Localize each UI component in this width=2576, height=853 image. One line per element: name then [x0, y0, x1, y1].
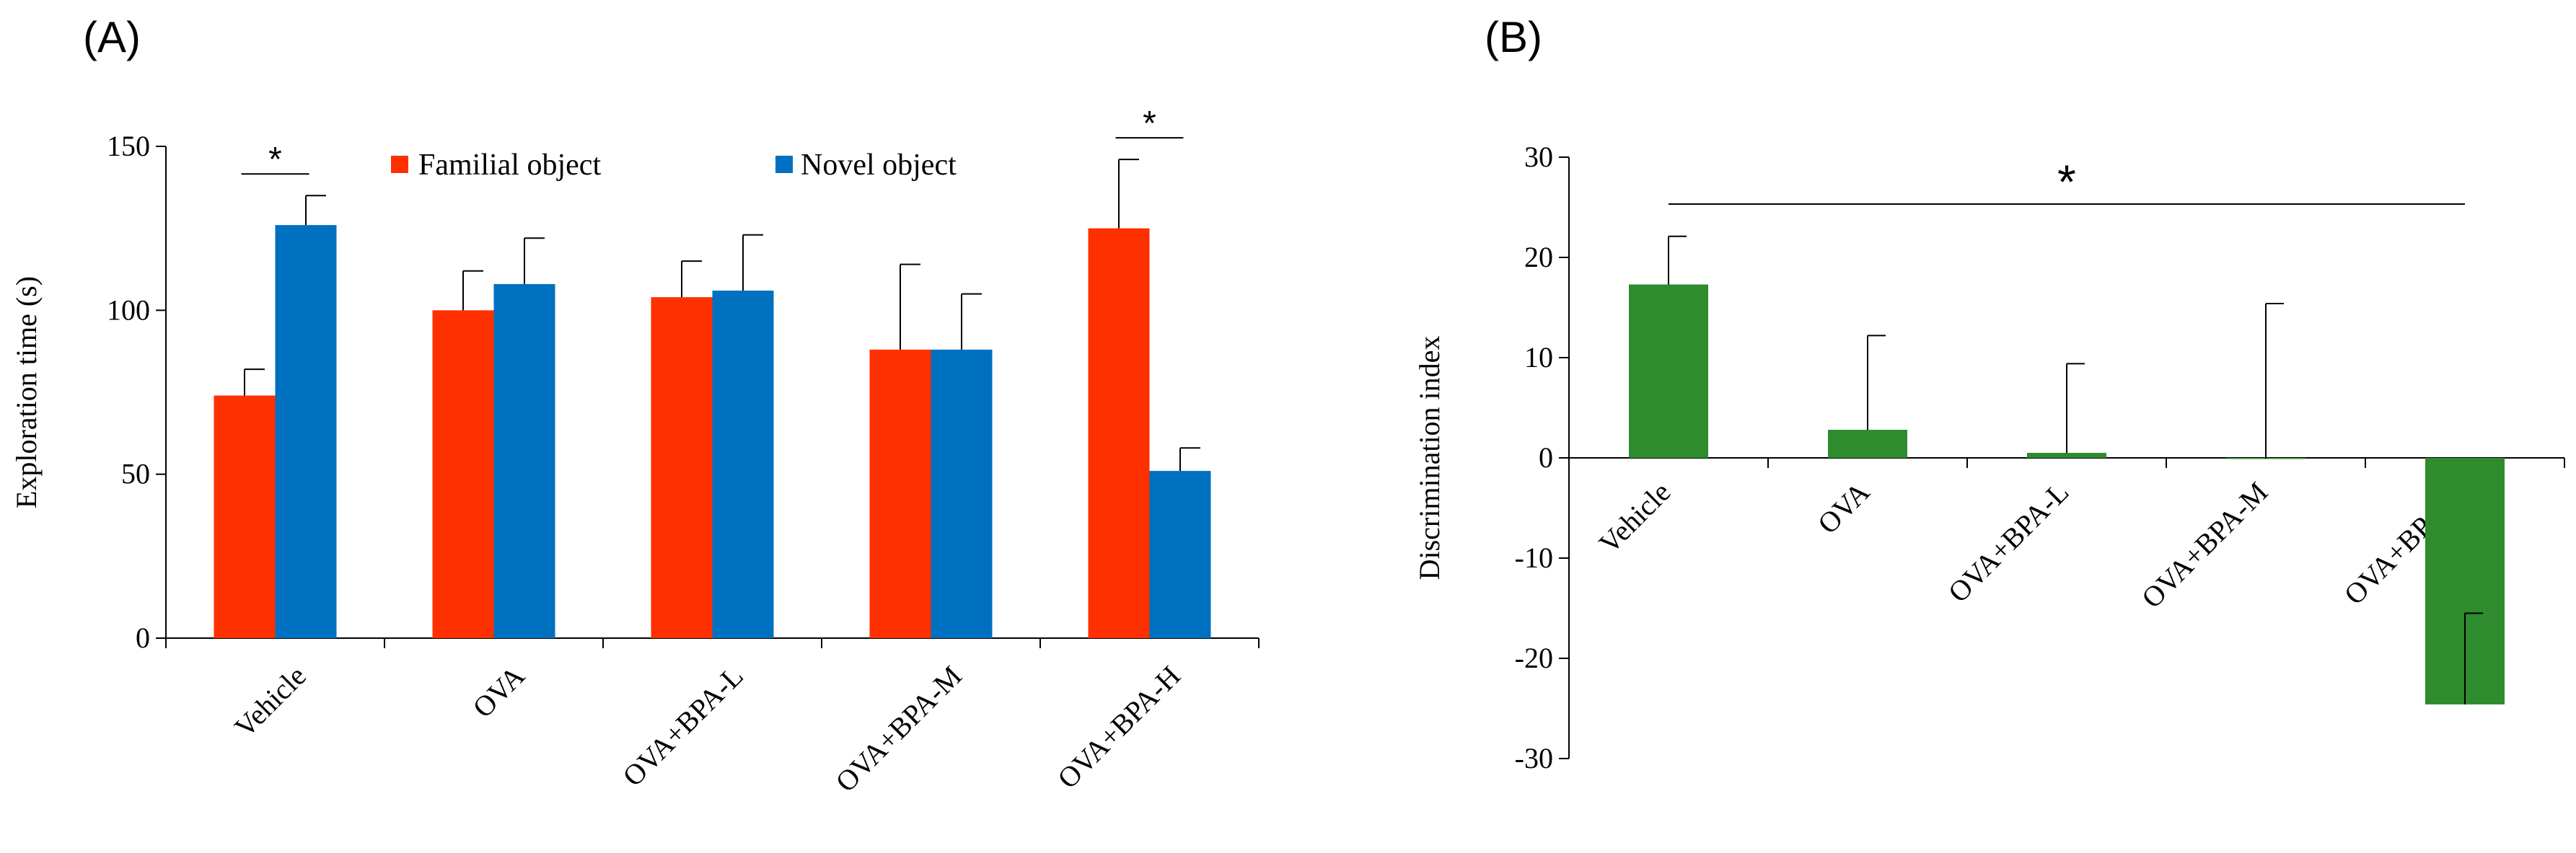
category-label: Vehicle [1593, 476, 1677, 560]
y-tick-label: 150 [107, 130, 150, 162]
significance-star: * [268, 141, 282, 179]
category-label: OVA+BPA-L [1942, 476, 2075, 609]
category-label: Vehicle [228, 660, 312, 744]
bar-familial-object [651, 297, 713, 638]
bar-novel-object [493, 283, 555, 638]
bar-novel-object [712, 291, 774, 638]
category-label: OVA+BPA-M [829, 660, 967, 798]
panel-b-chart: -30 -20 -10 0 10 20 30 Discrimination index Vehi… [1413, 141, 2565, 774]
category-label: OVA [1811, 475, 1876, 540]
y-tick-label: 20 [1524, 241, 1553, 273]
bar-novel-object [275, 225, 337, 638]
y-tick-label: -30 [1515, 742, 1553, 774]
bar-discrimination-index [1828, 430, 1907, 458]
y-tick-label: -20 [1515, 642, 1553, 674]
bar-familial-object [1088, 228, 1150, 639]
category-label: OVA+BPA-H [1051, 660, 1187, 795]
y-tick-label: 0 [1539, 441, 1553, 474]
significance-star: * [2057, 155, 2076, 208]
category-label: OVA [466, 659, 531, 724]
y-tick-label: 50 [121, 458, 150, 490]
bar-familial-object [432, 310, 494, 638]
legend-swatch [391, 156, 408, 173]
y-axis-title: Exploration time (s) [10, 276, 43, 508]
y-tick-label: 100 [107, 293, 150, 326]
y-tick-label: 0 [136, 622, 150, 654]
bar-discrimination-index [2027, 453, 2106, 458]
bar-familial-object [214, 395, 276, 638]
bar-familial-object [869, 349, 931, 638]
y-tick-label: 30 [1524, 141, 1553, 173]
panel-a-chart: 0 50 100 150 Exploration time (s) Vehicle OVA O… [10, 105, 1260, 798]
legend-label: Novel object [801, 149, 957, 182]
y-axis-title: Discrimination index [1413, 336, 1446, 580]
legend-label: Familial object [418, 149, 601, 182]
category-label: OVA+BPA-L [616, 660, 749, 793]
panel-a-letter: (A) [83, 13, 141, 61]
panel-b-letter: (B) [1485, 13, 1542, 61]
category-label: OVA+BPA-M [2135, 476, 2274, 614]
bar-novel-object [1149, 471, 1211, 638]
y-tick-label: -10 [1515, 542, 1553, 574]
legend-swatch [775, 156, 793, 173]
y-tick-label: 10 [1524, 341, 1553, 374]
bar-novel-object [931, 349, 993, 638]
significance-star: * [1143, 105, 1156, 143]
bar-discrimination-index [1629, 284, 1708, 458]
